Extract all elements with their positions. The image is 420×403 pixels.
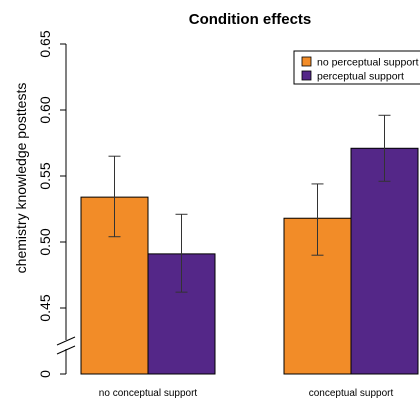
y-tick-label: 0.55 [37, 162, 53, 189]
y-axis-label: chemistry knowledge posttests [13, 83, 29, 274]
y-tick-label: 0.60 [37, 96, 53, 123]
legend-label: no perceptual support [317, 57, 419, 69]
legend-label: perceptual support [317, 71, 404, 83]
error-bars-group [108, 114, 391, 293]
legend-swatch [301, 70, 312, 81]
bar [283, 217, 352, 375]
legend-swatch [301, 56, 312, 67]
x-tick-label: no conceptual support [99, 388, 198, 398]
legend: no perceptual support perceptual support [293, 50, 420, 85]
y-tick-label: 0.45 [37, 294, 53, 321]
bar [350, 147, 419, 375]
x-axis-labels: no conceptual support conceptual support [99, 388, 394, 399]
bars-group [80, 147, 419, 375]
legend-box [293, 50, 420, 85]
y-tick-label: 0 [37, 370, 53, 378]
axis-break-mark [56, 345, 76, 355]
y-tick-label: 0.65 [37, 30, 53, 57]
y-tick-label: 0.50 [37, 228, 53, 255]
x-tick-label: conceptual support [309, 388, 394, 398]
chart-title: Condition effects [189, 11, 312, 28]
y-axis: 0.65 0.60 0.55 0.50 0.45 0 [37, 30, 76, 378]
axis-break-mark [56, 336, 76, 346]
